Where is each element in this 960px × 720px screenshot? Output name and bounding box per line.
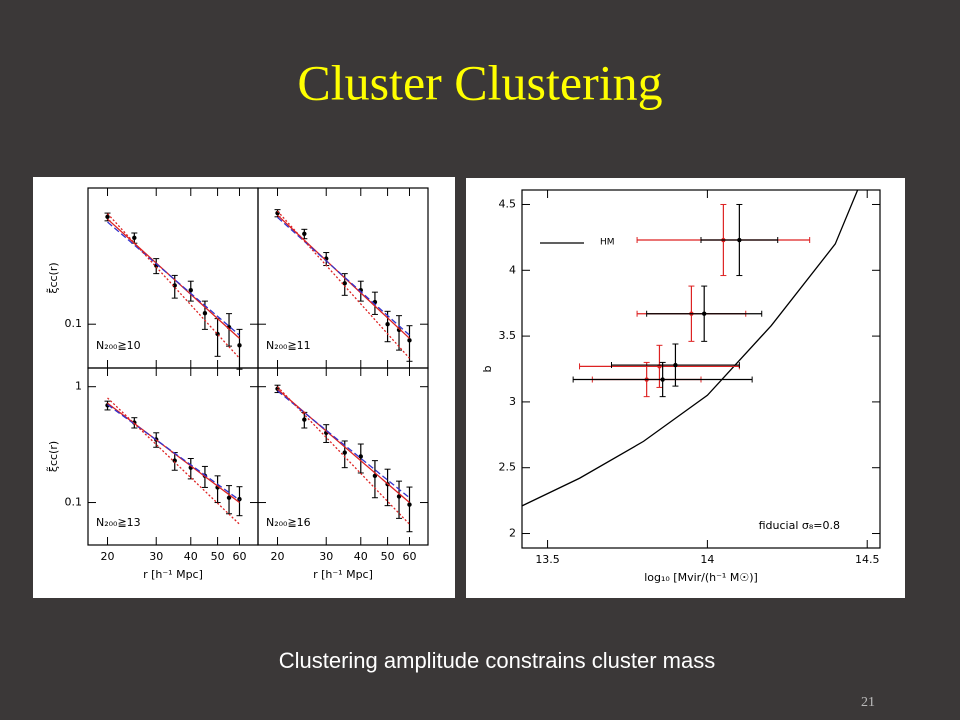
x-tick-label: 30	[319, 550, 333, 563]
data-point	[372, 473, 378, 479]
data-point	[202, 311, 208, 316]
model-line	[107, 221, 240, 336]
x-tick-label: 60	[232, 550, 246, 563]
plot-frame	[257, 367, 429, 546]
model-line	[107, 397, 240, 525]
y-tick-label: 2.5	[499, 461, 517, 474]
data-point	[342, 281, 347, 286]
legend-label: HM	[600, 238, 615, 248]
data-point	[132, 235, 137, 241]
data-point	[188, 287, 193, 293]
x-axis-label: r [h⁻¹ Mpc]	[143, 568, 203, 581]
data-point	[237, 496, 242, 502]
y-axis-label: ξ̃cc(r)	[46, 441, 60, 472]
data-point	[407, 502, 412, 507]
annotation: N₂₀₀≧16	[266, 516, 311, 529]
x-tick-label: 20	[271, 550, 285, 563]
x-tick-label: 14.5	[855, 553, 880, 566]
data-point	[342, 450, 347, 455]
data-point	[701, 311, 707, 316]
data-point	[737, 237, 742, 243]
y-tick-label: 4	[509, 263, 516, 276]
model-line	[277, 210, 410, 359]
x-tick-label: 50	[211, 550, 225, 563]
y-tick-label: 2	[509, 527, 516, 540]
plot-frame	[521, 189, 881, 549]
figure-panel	[33, 177, 455, 598]
page-number: 21	[861, 695, 875, 710]
annotation: fiducial σ₈=0.8	[759, 519, 840, 532]
slide-title: Cluster Clustering	[297, 54, 662, 110]
model-line	[277, 390, 410, 499]
x-axis-label: log₁₀ [Mvir/(h⁻¹ M☉)]	[644, 571, 758, 584]
annotation: N₂₀₀≧10	[96, 339, 141, 352]
model-line	[107, 213, 240, 359]
data-point	[172, 283, 177, 288]
data-point	[237, 343, 242, 348]
data-point	[226, 495, 232, 500]
y-axis-label: b	[481, 365, 494, 372]
annotation: N₂₀₀≧13	[96, 516, 141, 529]
data-point	[358, 454, 363, 459]
x-tick-label: 60	[402, 550, 416, 563]
x-axis-label: r [h⁻¹ Mpc]	[313, 568, 373, 581]
figure-panel	[466, 178, 905, 598]
data-point	[105, 214, 110, 220]
y-tick-label: 3	[509, 395, 516, 408]
x-tick-label: 30	[149, 550, 163, 563]
caption: Clustering amplitude constrains cluster …	[279, 648, 716, 673]
data-point	[660, 377, 665, 382]
x-tick-label: 40	[184, 550, 198, 563]
y-tick-label: 3.5	[499, 329, 517, 342]
annotation: N₂₀₀≧11	[266, 339, 311, 352]
model-line	[107, 404, 240, 501]
y-tick-label: 0.1	[65, 317, 83, 330]
y-axis-label: ξ̃cc(r)	[46, 262, 60, 293]
x-tick-label: 14	[700, 553, 714, 566]
x-tick-label: 40	[354, 550, 368, 563]
x-tick-label: 13.5	[535, 553, 560, 566]
y-tick-label: 0.1	[65, 496, 83, 509]
y-tick-label: 1	[75, 380, 82, 393]
y-tick-label: 4.5	[499, 197, 517, 210]
x-tick-label: 20	[101, 550, 115, 563]
x-tick-label: 50	[381, 550, 395, 563]
model-line	[521, 189, 859, 507]
data-point	[407, 338, 412, 343]
model-line	[277, 216, 410, 336]
data-point	[172, 458, 177, 463]
data-point	[673, 362, 678, 368]
data-point	[385, 322, 390, 327]
data-point	[302, 417, 307, 422]
data-point	[302, 231, 307, 236]
